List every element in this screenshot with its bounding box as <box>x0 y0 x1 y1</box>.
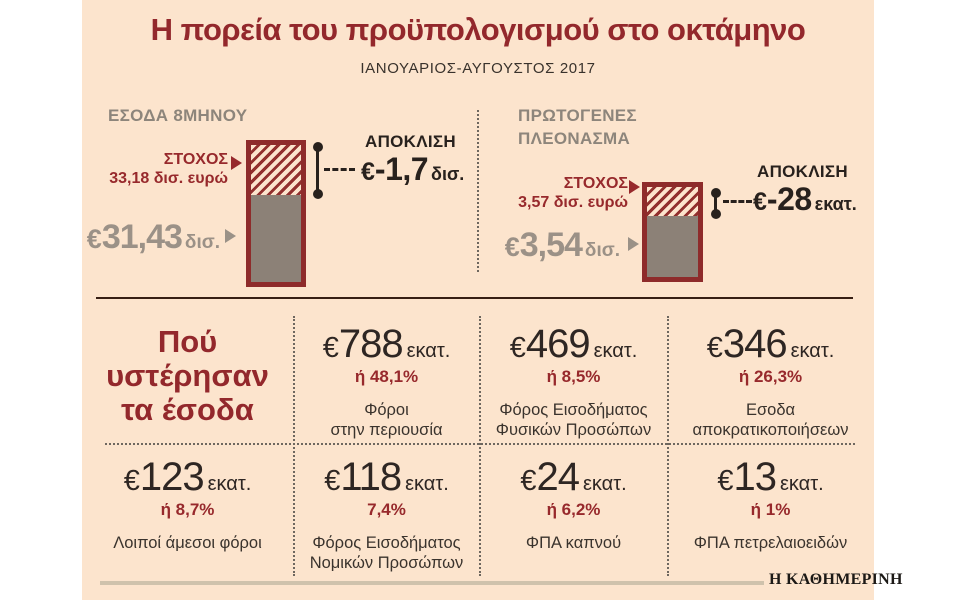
shortfall-item-privatization-revenue: €346 εκατ. ή 26,3% Εσοδα αποκρατικοποιήσεω… <box>667 322 874 440</box>
page-title: Η πορεία του προϋπολογισμού στο οκτάμηνο <box>150 12 806 47</box>
item-label: Φόρος Εισοδήματος Φυσικών Προσώπων <box>495 401 652 439</box>
surplus-heading: ΠΡΩΤΟΓΕΝΕΣ ΠΛΕΟΝΑΣΜΑ <box>518 106 637 148</box>
item-percent: 7,4% <box>367 500 406 519</box>
revenue-target-label: ΣΤΟΧΟΣ <box>163 151 228 168</box>
item-label: ΦΠΑ πετρελαιοειδών <box>693 534 848 552</box>
revenue-target-arrow-icon <box>231 156 242 170</box>
grid-divider-col2 <box>479 316 481 576</box>
revenue-actual: €31,43 δισ. <box>60 218 220 257</box>
revenue-deviation-value: €-1,7 δισ. <box>361 151 464 188</box>
surplus-bar <box>642 182 703 282</box>
surplus-actual-euro: € <box>504 232 520 262</box>
item-amount: €788 εκατ. <box>322 322 451 366</box>
revenue-deviation-range-icon <box>316 147 319 194</box>
item-label: Φόροι στην περιουσία <box>330 401 443 439</box>
surplus-deviation-unit: εκατ. <box>814 194 857 214</box>
item-amount: €346 εκατ. <box>706 322 835 366</box>
item-amount: €118 εκατ. <box>324 455 449 499</box>
grid-divider-col3 <box>667 316 669 576</box>
revenue-deviation-label: ΑΠΟΚΛΙΣΗ <box>365 132 456 151</box>
shortfall-heading: Πού υστέρησαν τα έσοδα <box>106 324 269 427</box>
revenue-deviation-euro: € <box>361 158 375 186</box>
item-amount: €13 εκατ. <box>717 455 824 499</box>
revenue-bar-shortfall-hatch <box>251 145 301 195</box>
revenue-actual-unit: δισ. <box>184 232 220 253</box>
shortfall-item-personal-income-tax: €469 εκατ. ή 8,5% Φόρος Εισοδήματος Φυσικώ… <box>480 322 667 440</box>
page-subtitle: ΙΑΝΟΥΑΡΙΟΣ-ΑΥΓΟΥΣΤΟΣ 2017 <box>360 60 596 77</box>
revenue-actual-number: 31,43 <box>101 218 183 256</box>
shortfall-item-other-direct-taxes: €123 εκατ. ή 8,7% Λοιποί άμεσοι φόροι <box>82 455 293 553</box>
surplus-target-label: ΣΤΟΧΟΣ <box>563 175 628 192</box>
surplus-actual-number: 3,54 <box>519 226 583 264</box>
surplus-target-value: 3,57 δισ. ευρώ <box>518 194 628 211</box>
item-percent: ή 26,3% <box>738 367 803 386</box>
brand-logo: Η ΚΑΘΗΜΕΡΙΝΗ <box>769 571 903 588</box>
item-label: ΦΠΑ καπνού <box>525 534 622 552</box>
surplus-deviation-dash-icon <box>723 200 752 203</box>
shortfall-item-petroleum-vat: €13 εκατ. ή 1% ΦΠΑ πετρελαιοειδών <box>667 455 874 553</box>
main-divider-line <box>96 297 853 299</box>
surplus-deviation-number: -28 <box>766 181 812 217</box>
revenue-actual-arrow-icon <box>225 229 236 243</box>
surplus-deviation-label: ΑΠΟΚΛΙΣΗ <box>757 162 848 181</box>
footer-rule <box>100 581 764 585</box>
item-amount: €24 εκατ. <box>520 455 627 499</box>
surplus-actual-unit: δισ. <box>584 240 620 261</box>
infographic-panel <box>82 0 874 600</box>
revenue-target: ΣΤΟΧΟΣ 33,18 δισ. ευρώ <box>98 150 228 188</box>
shortfall-item-tobacco-vat: €24 εκατ. ή 6,2% ΦΠΑ καπνού <box>480 455 667 553</box>
item-percent: ή 48,1% <box>354 367 419 386</box>
revenue-heading: ΕΣΟΔΑ 8ΜΗΝΟΥ <box>108 106 248 125</box>
item-percent: ή 8,7% <box>160 500 215 519</box>
surplus-target: ΣΤΟΧΟΣ 3,57 δισ. ευρώ <box>498 174 628 212</box>
revenue-deviation-dash-icon <box>324 168 355 171</box>
item-label: Φόρος Εισοδήματος Νομικών Προσώπων <box>309 534 464 572</box>
surplus-target-arrow-icon <box>629 180 640 194</box>
revenue-actual-euro: € <box>86 224 102 254</box>
item-label: Εσοδα αποκρατικοποιήσεων <box>692 401 849 439</box>
surplus-actual: €3,54 δισ. <box>470 226 620 265</box>
revenue-target-value: 33,18 δισ. ευρώ <box>109 170 228 187</box>
top-section-divider-dotted <box>477 110 479 272</box>
item-label: Λοιποί άμεσοι φόροι <box>113 534 262 552</box>
revenue-bar <box>246 140 306 287</box>
surplus-actual-arrow-icon <box>628 237 639 251</box>
item-amount: €469 εκατ. <box>509 322 638 366</box>
grid-divider-row <box>105 443 855 445</box>
shortfall-item-corporate-income-tax: €118 εκατ. 7,4% Φόρος Εισοδήματος Νομικών … <box>293 455 480 573</box>
grid-divider-col1 <box>293 316 295 576</box>
surplus-deviation-value: €-28 εκατ. <box>753 181 857 218</box>
item-percent: ή 1% <box>750 500 791 519</box>
item-amount: €123 εκατ. <box>123 455 252 499</box>
item-percent: ή 8,5% <box>546 367 601 386</box>
surplus-bar-shortfall-hatch <box>647 187 698 216</box>
surplus-deviation-range-icon <box>714 193 717 214</box>
item-percent: ή 6,2% <box>546 500 601 519</box>
surplus-deviation-euro: € <box>753 188 767 216</box>
revenue-deviation-unit: δισ. <box>431 164 465 184</box>
revenue-deviation-number: -1,7 <box>374 151 429 187</box>
shortfall-item-property-taxes: €788 εκατ. ή 48,1% Φόροι στην περιουσία <box>293 322 480 440</box>
